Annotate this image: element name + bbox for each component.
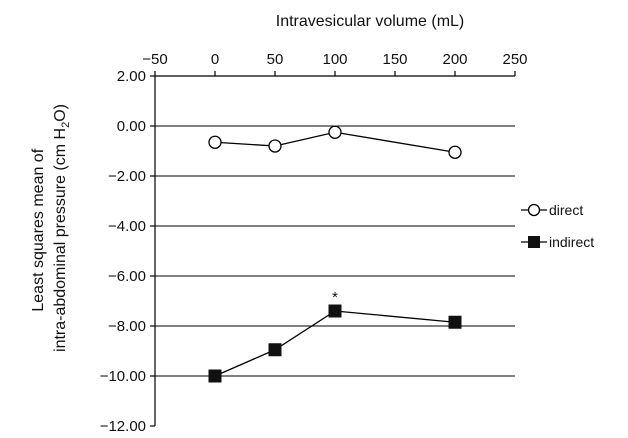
y-axis-title-line2-b: O) bbox=[52, 104, 69, 122]
legend-marker-indirect bbox=[528, 236, 540, 248]
y-axis-title-line1: Least squares mean of bbox=[30, 148, 47, 311]
x-tick-label-3: 100 bbox=[322, 51, 347, 68]
y-tick-label-0: 2.00 bbox=[117, 68, 146, 85]
y-axis-title-line2: intra-abdominal pressure (cm H2O) bbox=[52, 104, 72, 352]
x-tick-label-5: 200 bbox=[442, 51, 467, 68]
axes bbox=[150, 71, 516, 427]
annotation-asterisk-0: * bbox=[332, 289, 338, 306]
y-axis-title-line2-a: intra-abdominal pressure (cm H bbox=[52, 128, 69, 352]
y-tick-label-1: 0.00 bbox=[117, 118, 146, 135]
legend-marker-direct bbox=[527, 203, 541, 217]
point-direct-3 bbox=[448, 145, 462, 159]
point-indirect-1 bbox=[268, 343, 282, 357]
point-indirect-0 bbox=[208, 369, 222, 383]
y-tick-label-5: −8.00 bbox=[108, 318, 146, 335]
legend-label-indirect: indirect bbox=[549, 234, 594, 250]
x-axis-title: Intravesicular volume (mL) bbox=[276, 13, 465, 30]
legend-label-direct: direct bbox=[549, 202, 583, 218]
x-tick-label-2: 50 bbox=[267, 51, 284, 68]
legend-item-indirect: indirect bbox=[521, 234, 594, 250]
y-tick-label-2: −2.00 bbox=[108, 168, 146, 185]
x-tick-label-1: 0 bbox=[211, 51, 219, 68]
x-tick-label-6: 250 bbox=[502, 51, 527, 68]
legend: direct indirect bbox=[521, 202, 594, 250]
gridlines bbox=[155, 75, 515, 377]
x-tick-labels: −50 0 50 100 150 200 250 bbox=[142, 51, 527, 68]
point-indirect-2 bbox=[328, 304, 342, 318]
series-line-direct bbox=[214, 131, 456, 153]
y-tick-labels: 2.00 0.00 −2.00 −4.00 −6.00 −8.00 −10.00 −12.00 bbox=[100, 68, 146, 435]
y-axis-title: Least squares mean of intra-abdominal pr… bbox=[30, 104, 72, 352]
legend-item-direct: direct bbox=[521, 202, 583, 218]
series-direct bbox=[208, 125, 462, 159]
y-tick-label-6: −10.00 bbox=[100, 368, 146, 385]
y-axis-title-subscript: 2 bbox=[60, 122, 72, 128]
point-direct-2 bbox=[328, 125, 342, 139]
series-line-indirect bbox=[214, 310, 456, 377]
point-direct-1 bbox=[268, 139, 282, 153]
point-direct-0 bbox=[208, 135, 222, 149]
x-tick-label-4: 150 bbox=[382, 51, 407, 68]
series-indirect bbox=[208, 304, 462, 383]
x-tick-label-0: −50 bbox=[142, 51, 167, 68]
y-tick-label-3: −4.00 bbox=[108, 218, 146, 235]
series-layer bbox=[208, 125, 462, 383]
y-tick-label-4: −6.00 bbox=[108, 268, 146, 285]
annotations: * bbox=[332, 289, 338, 306]
y-tick-label-7: −12.00 bbox=[100, 418, 146, 435]
point-indirect-3 bbox=[448, 315, 462, 329]
